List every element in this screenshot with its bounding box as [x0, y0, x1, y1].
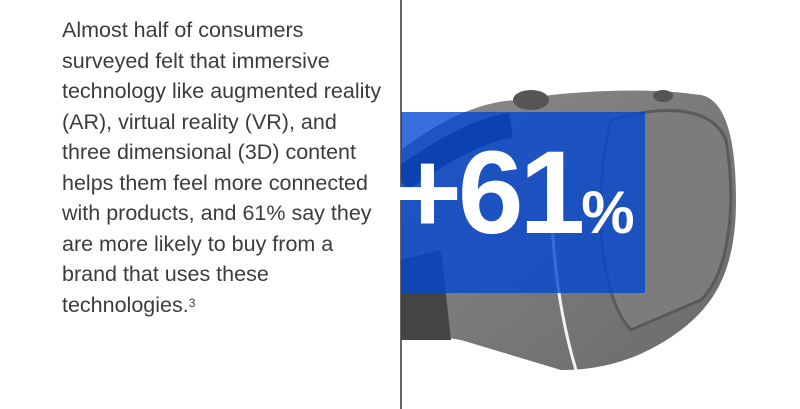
stat-unit: %	[581, 179, 635, 246]
footnote-marker: 3	[188, 295, 196, 310]
body-paragraph: Almost half of consumers surveyed felt t…	[62, 15, 382, 320]
stat-value: +61%	[393, 134, 635, 252]
stat-prefix: +	[393, 127, 462, 259]
stat-number: 61	[457, 127, 585, 259]
body-text: Almost half of consumers surveyed felt t…	[62, 18, 382, 317]
divider	[400, 0, 402, 409]
stat-callout: +61%	[393, 112, 645, 293]
